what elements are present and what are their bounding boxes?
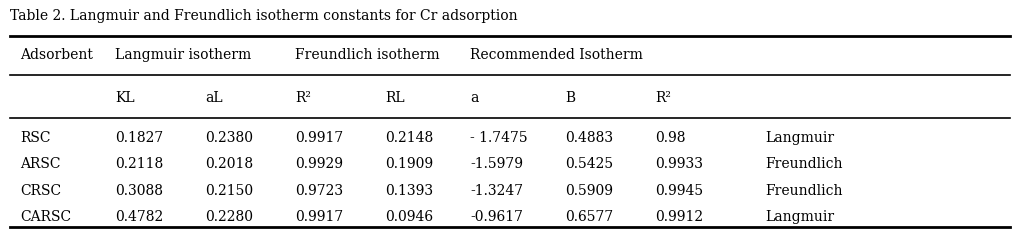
Text: 0.2150: 0.2150 xyxy=(205,183,253,197)
Text: a: a xyxy=(470,91,478,105)
Text: aL: aL xyxy=(205,91,222,105)
Text: 0.2148: 0.2148 xyxy=(385,131,433,145)
Text: Langmuir isotherm: Langmuir isotherm xyxy=(115,48,251,62)
Text: 0.9929: 0.9929 xyxy=(294,157,342,171)
Text: R²: R² xyxy=(654,91,671,105)
Text: Adsorbent: Adsorbent xyxy=(20,48,93,62)
Text: 0.2018: 0.2018 xyxy=(205,157,253,171)
Text: Table 2. Langmuir and Freundlich isotherm constants for Cr adsorption: Table 2. Langmuir and Freundlich isother… xyxy=(10,9,518,23)
Text: 0.9912: 0.9912 xyxy=(654,210,702,224)
Text: 0.9933: 0.9933 xyxy=(654,157,702,171)
Text: 0.9917: 0.9917 xyxy=(294,131,343,145)
Text: Recommended Isotherm: Recommended Isotherm xyxy=(470,48,642,62)
Text: 0.0946: 0.0946 xyxy=(385,210,433,224)
Text: Freundlich: Freundlich xyxy=(764,183,842,197)
Text: 0.6577: 0.6577 xyxy=(565,210,612,224)
Text: -0.9617: -0.9617 xyxy=(470,210,523,224)
Text: Langmuir: Langmuir xyxy=(764,210,834,224)
Text: 0.9945: 0.9945 xyxy=(654,183,702,197)
Text: - 1.7475: - 1.7475 xyxy=(470,131,527,145)
Text: ARSC: ARSC xyxy=(20,157,61,171)
Text: 0.4883: 0.4883 xyxy=(565,131,612,145)
Text: 0.2280: 0.2280 xyxy=(205,210,253,224)
Text: 0.2380: 0.2380 xyxy=(205,131,253,145)
Text: -1.3247: -1.3247 xyxy=(470,183,523,197)
Text: B: B xyxy=(565,91,575,105)
Text: 0.2118: 0.2118 xyxy=(115,157,163,171)
Text: 0.5909: 0.5909 xyxy=(565,183,612,197)
Text: 0.9917: 0.9917 xyxy=(294,210,343,224)
Text: 0.1909: 0.1909 xyxy=(385,157,433,171)
Text: 0.1393: 0.1393 xyxy=(385,183,433,197)
Text: RSC: RSC xyxy=(20,131,51,145)
Text: 0.98: 0.98 xyxy=(654,131,685,145)
Text: CARSC: CARSC xyxy=(20,210,71,224)
Text: 0.4782: 0.4782 xyxy=(115,210,163,224)
Text: Freundlich isotherm: Freundlich isotherm xyxy=(294,48,439,62)
Text: Freundlich: Freundlich xyxy=(764,157,842,171)
Text: 0.3088: 0.3088 xyxy=(115,183,163,197)
Text: 0.5425: 0.5425 xyxy=(565,157,612,171)
Text: RL: RL xyxy=(385,91,405,105)
Text: CRSC: CRSC xyxy=(20,183,61,197)
Text: KL: KL xyxy=(115,91,135,105)
Text: 0.1827: 0.1827 xyxy=(115,131,163,145)
Text: 0.9723: 0.9723 xyxy=(294,183,342,197)
Text: Langmuir: Langmuir xyxy=(764,131,834,145)
Text: R²: R² xyxy=(294,91,311,105)
Text: -1.5979: -1.5979 xyxy=(470,157,523,171)
